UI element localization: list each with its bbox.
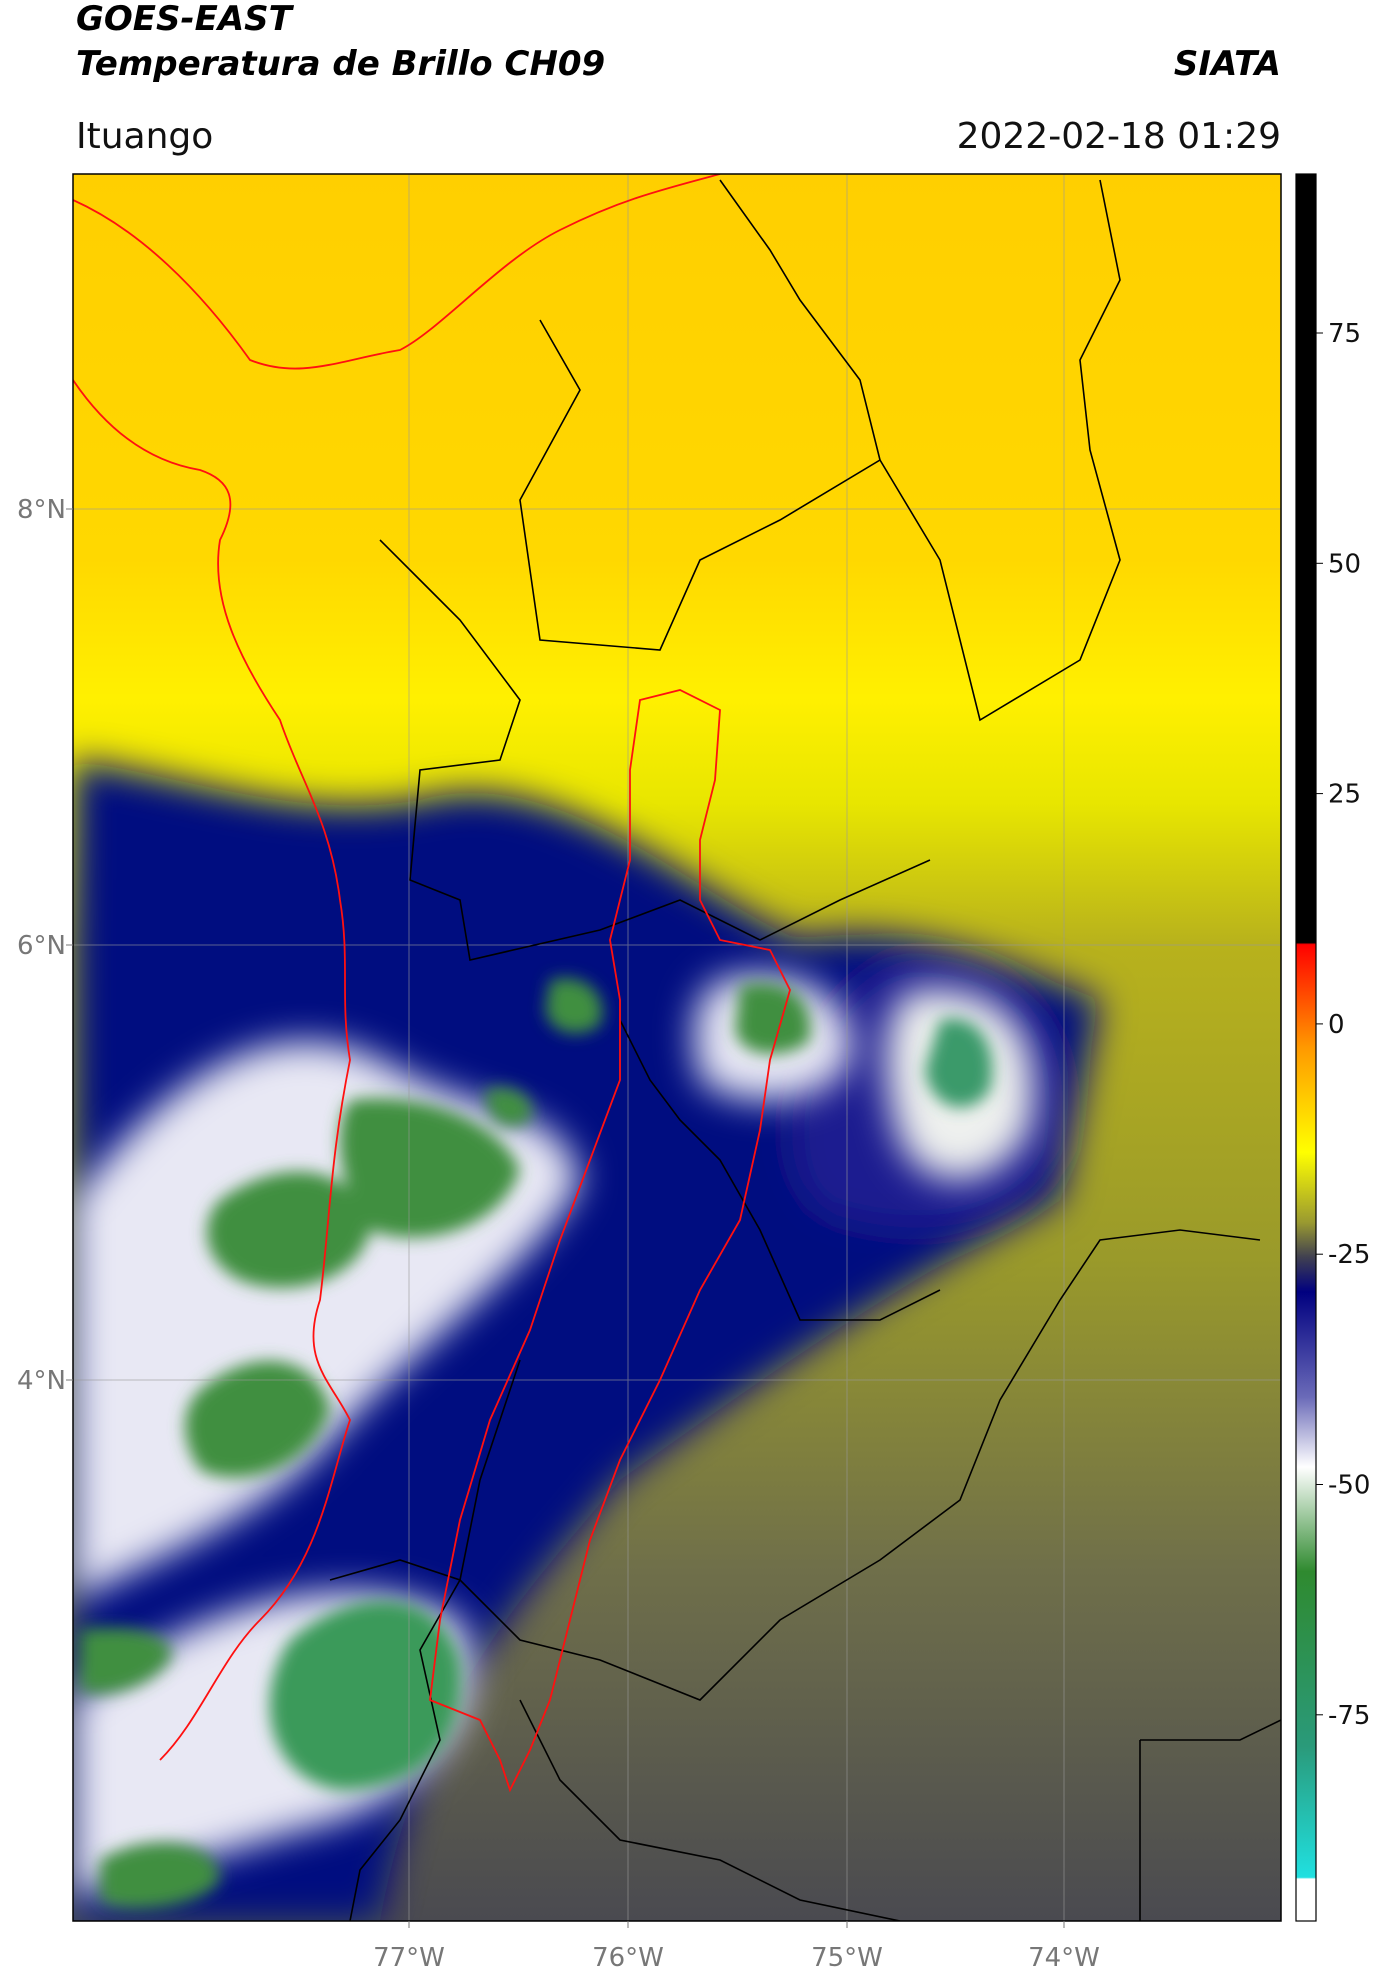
colorbar-tick-label: -50 xyxy=(1328,1471,1370,1501)
datetime: 2022-02-18 01:29 xyxy=(957,116,1281,157)
title-line-1: GOES-EAST xyxy=(76,0,295,39)
lon-tick-label: 75°W xyxy=(811,1943,883,1973)
source: SIATA xyxy=(1174,44,1281,84)
colorbar-tick-label: -25 xyxy=(1328,1240,1370,1270)
colorbar xyxy=(1295,173,1317,1922)
colorbar-tick-label: -75 xyxy=(1328,1701,1370,1731)
graticule xyxy=(73,174,1281,1921)
borders xyxy=(329,179,1281,1921)
lat-tick-label: 6°N xyxy=(17,931,66,961)
colorbar-tick-label: 50 xyxy=(1328,549,1361,579)
colorbar-tick-label: 25 xyxy=(1328,780,1361,810)
lon-tick-label: 74°W xyxy=(1028,1943,1100,1973)
map-image xyxy=(73,174,1281,1921)
lon-tick-label: 76°W xyxy=(592,1943,664,1973)
lat-tick-label: 8°N xyxy=(17,495,66,525)
colorbar-tick-label: 75 xyxy=(1328,319,1361,349)
location: Ituango xyxy=(76,116,213,157)
title-line-2: Temperatura de Brillo CH09 xyxy=(76,44,605,84)
lat-tick-label: 4°N xyxy=(17,1366,66,1396)
map-frame xyxy=(72,173,1282,1922)
lon-tick-label: 77°W xyxy=(373,1943,445,1973)
colorbar-tick-label: 0 xyxy=(1328,1010,1345,1040)
outlines xyxy=(73,174,791,1793)
